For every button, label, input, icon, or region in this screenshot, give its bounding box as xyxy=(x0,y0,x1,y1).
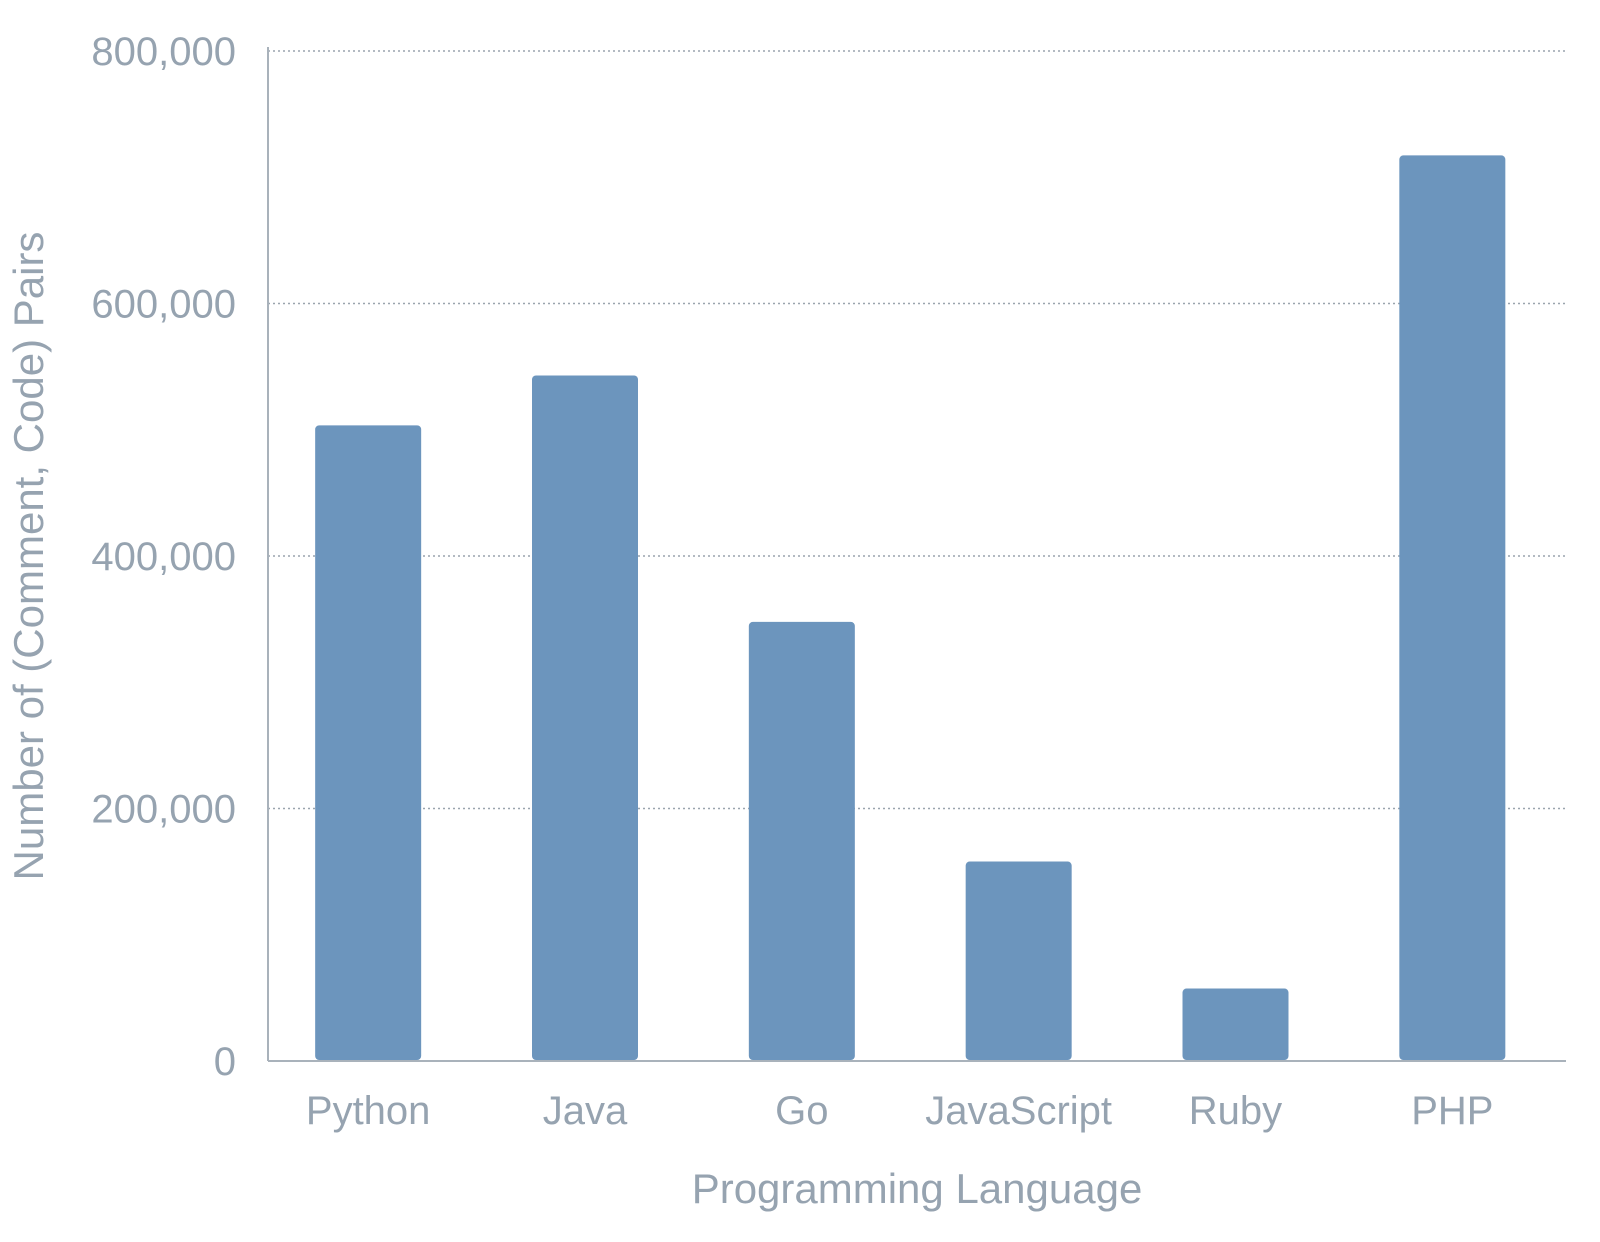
gridlines xyxy=(268,50,1566,810)
x-tick-label-php: PHP xyxy=(1411,1089,1493,1133)
bar-python xyxy=(315,425,422,1060)
bars xyxy=(315,155,1506,1060)
x-tick-label-ruby: Ruby xyxy=(1189,1089,1282,1133)
y-tick-label-1: 200,000 xyxy=(91,788,236,832)
y-tick-labels: 0 200,000 400,000 600,000 800,000 xyxy=(91,30,236,1084)
x-tick-label-go: Go xyxy=(775,1089,828,1133)
y-tick-label-0: 0 xyxy=(214,1040,236,1084)
x-tick-label-python: Python xyxy=(306,1089,431,1133)
x-tick-label-java: Java xyxy=(543,1089,628,1133)
bar-go xyxy=(748,621,855,1060)
bar-javascript xyxy=(965,861,1072,1060)
y-tick-label-4: 800,000 xyxy=(91,30,236,74)
bar-php xyxy=(1399,155,1506,1060)
axes xyxy=(267,47,1566,1062)
y-tick-label-2: 400,000 xyxy=(91,535,236,579)
bar-ruby xyxy=(1182,988,1289,1060)
y-tick-label-3: 600,000 xyxy=(91,283,236,327)
x-tick-label-javascript: JavaScript xyxy=(925,1089,1112,1133)
x-tick-labels: Python Java Go JavaScript Ruby PHP xyxy=(306,1089,1494,1133)
x-axis-title: Programming Language xyxy=(692,1165,1143,1212)
y-axis-title: Number of (Comment, Code) Pairs xyxy=(5,232,52,881)
bar-java xyxy=(532,375,638,1060)
